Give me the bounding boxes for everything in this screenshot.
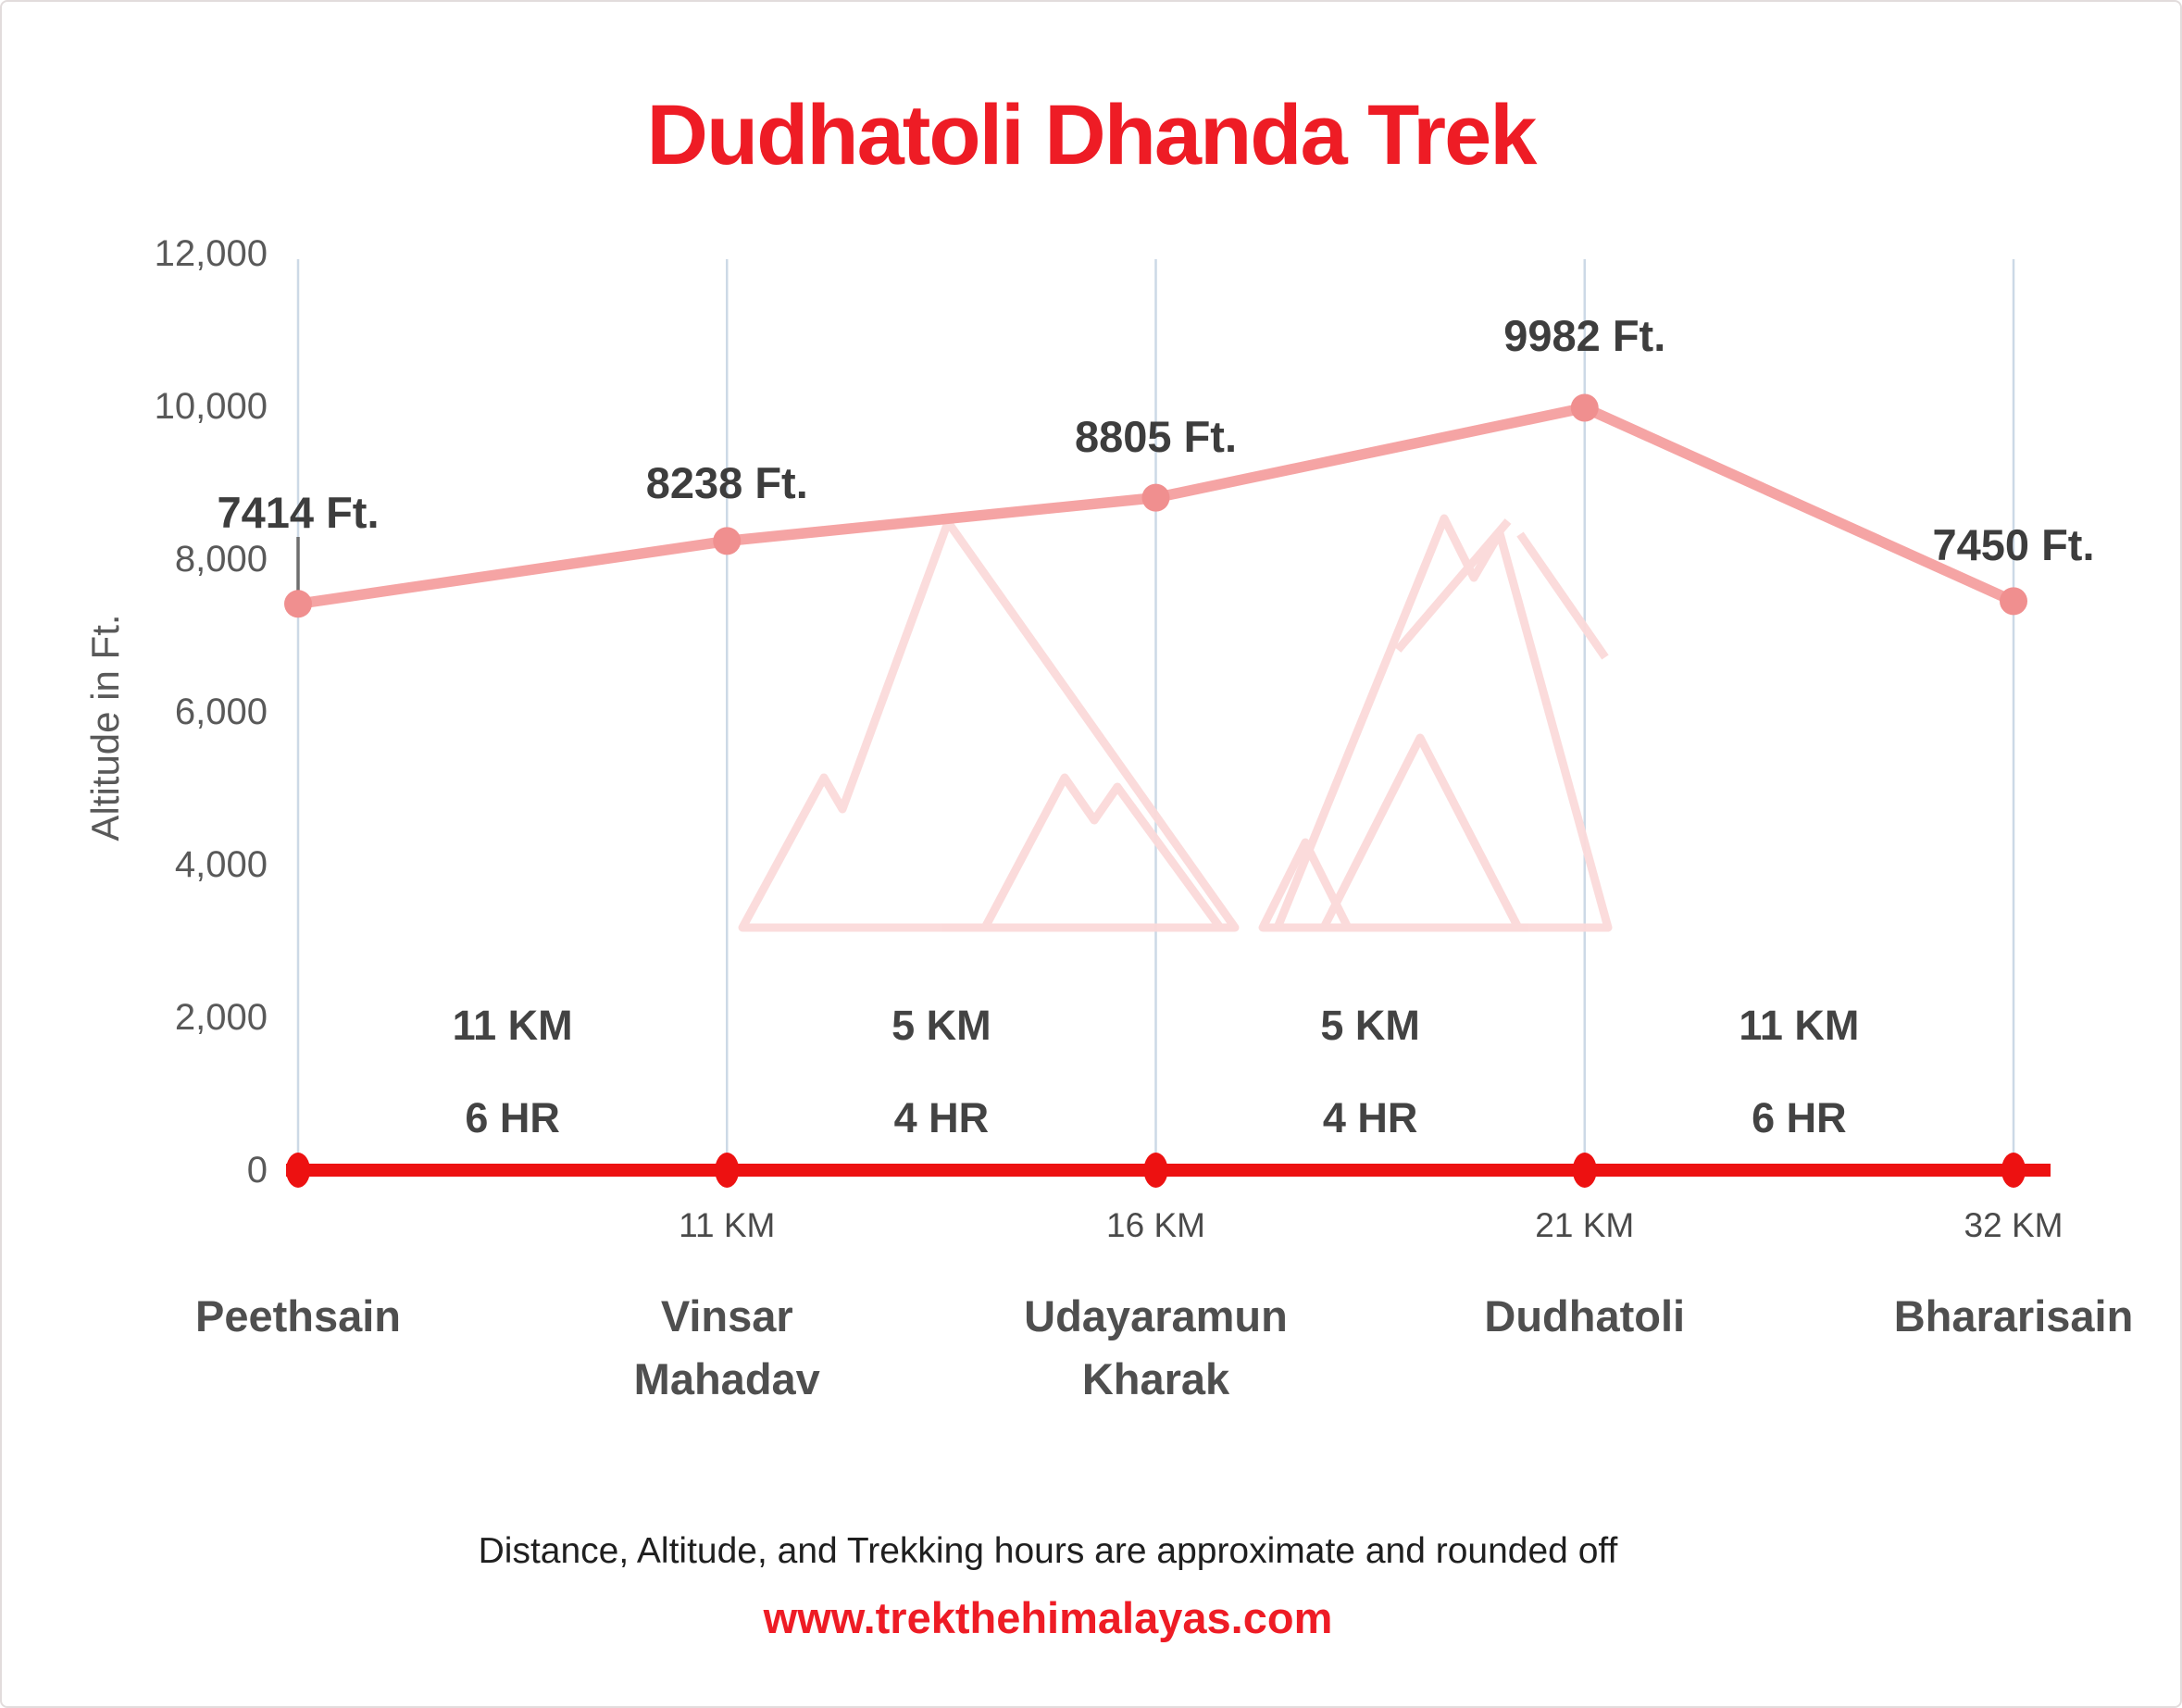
y-axis-tick-label: 8,000 [174, 539, 268, 580]
altitude-value-label: 9982 Ft. [1503, 311, 1666, 361]
cumulative-distance-label: 16 KM [1106, 1206, 1205, 1244]
segment-duration-label: 4 HR [893, 1094, 990, 1141]
segment-duration-label: 6 HR [465, 1094, 560, 1141]
y-axis-tick-label: 0 [246, 1150, 268, 1191]
cumulative-distance-label: 21 KM [1535, 1206, 1635, 1244]
station-baseline-dot [286, 1153, 310, 1188]
altitude-data-point [1141, 483, 1170, 512]
station-baseline-dot [1143, 1153, 1168, 1188]
station-name-label: Dudhatoli [1484, 1291, 1686, 1340]
y-axis-tick-label: 2,000 [174, 997, 268, 1038]
watermark-mountain-shape [980, 773, 1225, 932]
watermark-mountain-shape [738, 517, 1240, 932]
footer-disclaimer: Distance, Altitude, and Trekking hours a… [478, 1531, 1618, 1571]
altitude-data-point [2000, 587, 2027, 616]
station-baseline-dot [2001, 1153, 2026, 1188]
y-axis-tick-label: 4,000 [174, 844, 268, 885]
trek-the-himalayas-watermark-logo [738, 514, 1613, 932]
station-name-label: Bhararisain [1893, 1291, 2134, 1340]
segment-duration-label: 6 HR [1752, 1094, 1847, 1141]
y-axis-tick-label: 10,000 [154, 386, 268, 427]
segment-distance-label: 11 KM [1739, 1002, 1860, 1049]
altitude-value-label: 7450 Ft. [1932, 520, 2095, 570]
watermark-mountain-shape [1516, 531, 1609, 660]
station-name-label: Kharak [1081, 1354, 1230, 1403]
station-baseline-dot [715, 1153, 740, 1188]
segment-distance-label: 5 KM [1320, 1002, 1420, 1049]
watermark-mountain-shape [1319, 733, 1523, 932]
chart-title: Dudhatoli Dhanda Trek [646, 88, 1538, 182]
altitude-data-point [713, 527, 742, 555]
station-name-label: Udayaramun [1024, 1291, 1288, 1340]
segment-distance-label: 11 KM [452, 1002, 573, 1049]
website-link[interactable]: www.trekthehimalayas.com [763, 1593, 1333, 1642]
watermark-mountain-shape [1394, 518, 1512, 653]
y-axis-tick-label: 6,000 [174, 692, 268, 732]
altitude-data-point [1570, 393, 1599, 422]
altitude-value-label: 7414 Ft. [217, 488, 380, 538]
watermark-mountain-shape [1273, 514, 1613, 932]
station-baseline-dot [1572, 1153, 1597, 1188]
altitude-data-point [284, 590, 312, 618]
altitude-value-label: 8805 Ft. [1074, 411, 1238, 461]
watermark-mountain-shape [1258, 838, 1353, 932]
station-name-label: Mahadav [633, 1354, 820, 1403]
segment-distance-label: 5 KM [892, 1002, 991, 1049]
cumulative-distance-label: 32 KM [1964, 1206, 2064, 1244]
segment-duration-label: 4 HR [1322, 1094, 1418, 1141]
cumulative-distance-label: 11 KM [679, 1206, 776, 1244]
station-name-label: Vinsar [660, 1291, 793, 1340]
y-axis-tick-label: 12,000 [154, 233, 268, 274]
station-name-label: Peethsain [194, 1291, 402, 1340]
altitude-value-label: 8238 Ft. [645, 458, 808, 508]
